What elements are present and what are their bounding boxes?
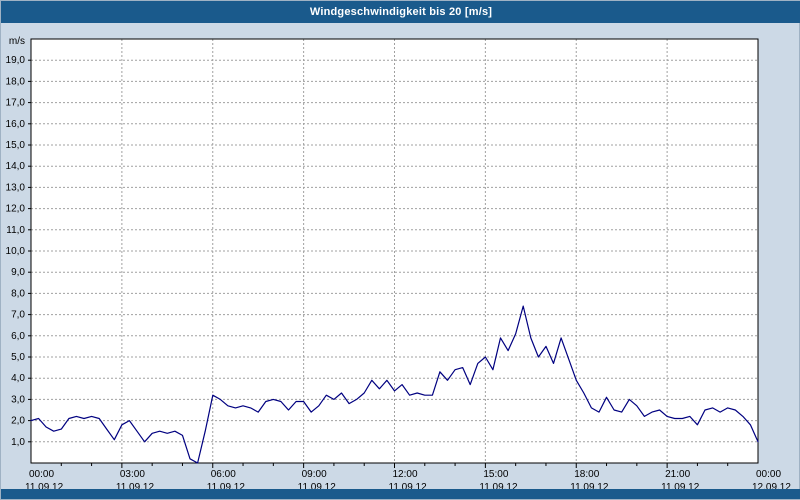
y-tick-label: 13,0 [6, 182, 26, 193]
x-tick-date-label: 11.09.12 [25, 482, 64, 491]
y-tick-labels: 1,0 2,0 3,0 4,0 5,0 6,0 7,0 8,0 9,0 10,0 11,0 12,0 1… [6, 36, 26, 448]
chart-title: Windgeschwindigkeit bis 20 [m/s] [309, 6, 493, 18]
y-axis-unit-label: m/s [9, 36, 25, 47]
x-tick-time-label: 15:00 [483, 469, 508, 480]
y-tick-label: 6,0 [11, 331, 25, 342]
x-tick-time-label: 03:00 [120, 469, 145, 480]
y-tick-label: 15,0 [6, 140, 26, 151]
y-tick-label: 19,0 [6, 55, 26, 66]
x-tick-date-label: 11.09.12 [661, 482, 700, 491]
y-tick-label: 10,0 [6, 246, 26, 257]
x-tick-date-label: 11.09.12 [116, 482, 155, 491]
x-tick-date-label: 11.09.12 [479, 482, 518, 491]
wind-speed-chart: 1,0 2,0 3,0 4,0 5,0 6,0 7,0 8,0 9,0 10,0 11,0 12,0 1… [6, 36, 792, 493]
plot-border [30, 38, 759, 464]
wind-speed-line [30, 305, 759, 464]
x-tick-date-label: 11.09.12 [389, 482, 428, 491]
grid [31, 39, 758, 463]
x-tick-date-label: 11.09.12 [298, 482, 337, 491]
x-tick-date-label: 12.09.12 [752, 482, 791, 491]
y-tick-label: 2,0 [11, 416, 25, 427]
y-tick-label: 1,0 [11, 437, 25, 448]
y-tick-label: 18,0 [6, 76, 26, 87]
title-bar: Windgeschwindigkeit bis 20 [m/s] [1, 1, 800, 23]
x-tick-time-label: 09:00 [302, 469, 327, 480]
x-tick-time-label: 06:00 [211, 469, 236, 480]
y-tick-label: 12,0 [6, 204, 26, 215]
x-tick-time-label: 00:00 [29, 469, 54, 480]
x-tick-time-label: 21:00 [665, 469, 690, 480]
y-tick-label: 17,0 [6, 98, 26, 109]
y-tick-label: 9,0 [11, 267, 25, 278]
y-tick-label: 3,0 [11, 394, 25, 405]
x-tick-date-label: 11.09.12 [570, 482, 609, 491]
y-tick-label: 7,0 [11, 310, 25, 321]
y-tick-label: 16,0 [6, 119, 26, 130]
y-tick-label: 4,0 [11, 373, 25, 384]
bottom-bar [1, 489, 800, 499]
y-tick-label: 5,0 [11, 352, 25, 363]
chart-area: 1,0 2,0 3,0 4,0 5,0 6,0 7,0 8,0 9,0 10,0 11,0 12,0 1… [1, 23, 800, 493]
x-tick-time-label: 12:00 [393, 469, 418, 480]
x-tick-labels: 00:00 11.09.12 03:00 11.09.12 06:00 11.09.12 0… [25, 469, 791, 493]
y-tick-label: 11,0 [6, 225, 25, 236]
y-tick-label: 8,0 [11, 288, 25, 299]
y-tick-label: 14,0 [6, 161, 26, 172]
x-tick-time-label: 18:00 [574, 469, 599, 480]
x-tick-time-label: 00:00 [756, 469, 781, 480]
x-tick-date-label: 11.09.12 [207, 482, 246, 491]
